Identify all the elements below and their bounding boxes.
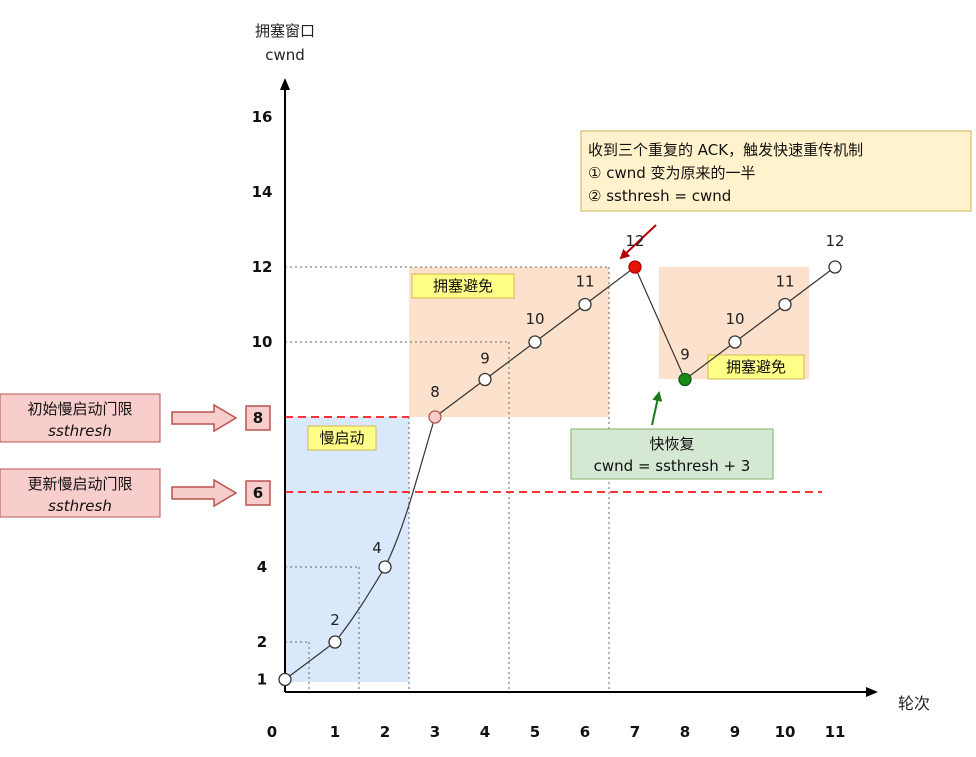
cwnd-point	[678, 372, 692, 387]
y-tick-label: 16	[252, 108, 273, 126]
x-tick-label: 2	[380, 723, 390, 741]
cwnd-point-label: 2	[330, 611, 340, 629]
y-tick-label: 4	[257, 558, 267, 576]
x-tick-labels: 0 1 2 3 4 5 6 7 8 9 10 11	[267, 723, 846, 741]
cwnd-point	[628, 260, 642, 274]
cwnd-point	[578, 297, 592, 312]
triple-ack-pointer	[619, 224, 657, 260]
slow-start-region	[285, 417, 409, 682]
x-tick-label: 7	[630, 723, 640, 741]
cwnd-point-label: 9	[480, 350, 490, 368]
x-tick-label: 3	[430, 723, 440, 741]
triple-ack-line2: ① cwnd 变为原来的一半	[588, 164, 756, 182]
cwnd-point-label: 11	[775, 273, 794, 291]
fast-recovery-line1: 快恢复	[649, 435, 694, 453]
x-tick-label: 10	[775, 723, 796, 741]
y-tick-label: 14	[252, 183, 273, 201]
x-tick-label: 11	[825, 723, 846, 741]
initial-ssthresh-line2: ssthresh	[48, 422, 112, 440]
cwnd-point	[728, 335, 742, 349]
fast-recovery-pointer	[651, 391, 663, 426]
updated-ssthresh-line2: ssthresh	[48, 497, 112, 515]
cwnd-point	[828, 260, 842, 274]
triple-ack-line3: ② ssthresh = cwnd	[588, 187, 731, 205]
avoidance-tag-1	[411, 273, 515, 299]
triple-ack-line1: 收到三个重复的 ACK，触发快速重传机制	[588, 141, 863, 159]
cwnd-point-label: 4	[372, 539, 382, 557]
cwnd-point-label: 10	[525, 310, 544, 328]
y-axis-subtitle: cwnd	[265, 46, 305, 64]
updated-ssthresh-callout	[0, 468, 161, 518]
guide-lines	[285, 266, 610, 692]
cwnd-point-label: 12	[825, 232, 844, 250]
y-tick-label: 10	[252, 333, 273, 351]
initial-ssthresh-callout	[0, 393, 161, 443]
x-tick-label: 4	[480, 723, 490, 741]
y-tick-labels: 124810121416	[252, 108, 273, 689]
cwnd-point-labels: 2 4 8 9 10 11 12 9 10 11 12	[330, 232, 844, 629]
cwnd-point	[778, 297, 792, 312]
x-tick-label: 9	[730, 723, 740, 741]
cwnd-point	[328, 635, 342, 649]
threshold-6-box	[245, 480, 271, 506]
cwnd-point-label: 10	[725, 310, 744, 328]
x-tick-label: 6	[580, 723, 590, 741]
cwnd-point	[278, 672, 292, 687]
fast-recovery-note	[570, 428, 774, 480]
y-tick-label: 2	[257, 633, 267, 651]
x-tick-label: 0	[267, 723, 277, 741]
fast-recovery-line2: cwnd = ssthresh + 3	[594, 457, 751, 475]
updated-ssthresh-line1: 更新慢启动门限	[27, 475, 132, 493]
cwnd-point	[528, 335, 542, 349]
avoidance-tag-2-text: 拥塞避免	[726, 358, 786, 376]
cwnd-point-label: 9	[680, 346, 690, 364]
cwnd-points	[278, 260, 842, 687]
cwnd-point-label: 8	[430, 383, 440, 401]
slow-start-tag	[307, 425, 377, 451]
x-tick-label: 5	[530, 723, 540, 741]
initial-ssthresh-arrow	[171, 403, 238, 433]
x-axis-title: 轮次	[898, 694, 930, 713]
updated-ssthresh-arrow	[171, 478, 238, 508]
cwnd-point	[428, 410, 442, 424]
threshold-8-box	[245, 405, 271, 431]
avoidance-tag-2	[707, 354, 805, 380]
threshold-6-value: 6	[253, 484, 263, 502]
cwnd-point-label: 11	[575, 273, 594, 291]
cwnd-point-label: 12	[625, 232, 644, 250]
x-tick-label: 1	[330, 723, 340, 741]
slow-start-tag-text: 慢启动	[319, 429, 364, 447]
cwnd-point	[378, 560, 392, 574]
y-axis-title: 拥塞窗口	[255, 22, 315, 40]
initial-ssthresh-line1: 初始慢启动门限	[27, 400, 132, 418]
x-tick-label: 8	[680, 723, 690, 741]
threshold-8-value: 8	[253, 409, 263, 427]
avoidance-tag-1-text: 拥塞避免	[433, 277, 493, 295]
triple-ack-note	[580, 130, 972, 212]
y-tick-label: 1	[257, 671, 267, 689]
cwnd-point	[478, 372, 492, 387]
y-tick-label: 12	[252, 258, 273, 276]
